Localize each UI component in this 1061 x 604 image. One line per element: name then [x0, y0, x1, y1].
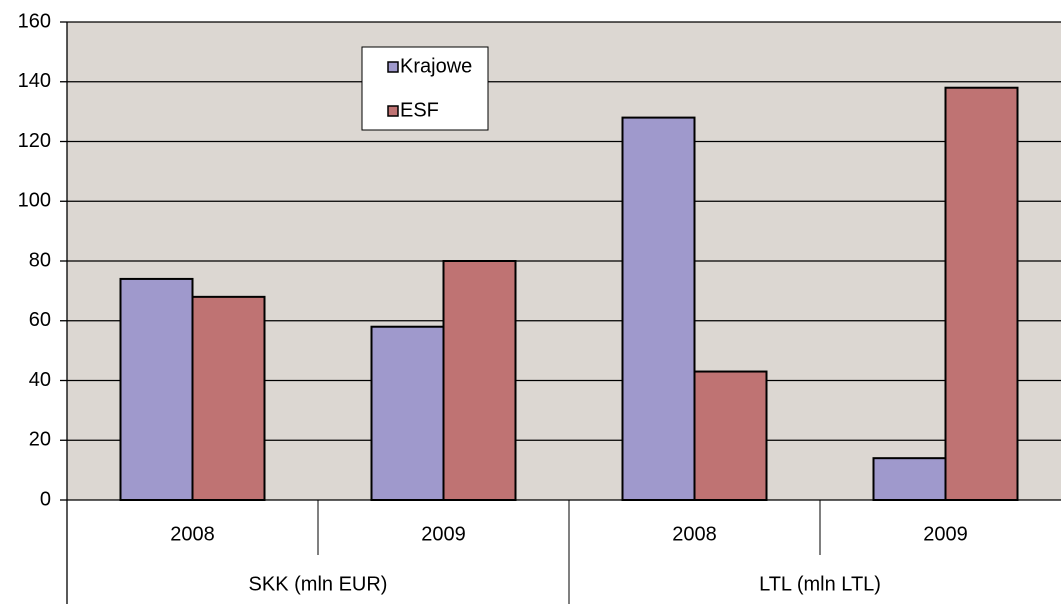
y-tick-label: 40 — [29, 369, 51, 391]
legend-label: Krajowe — [400, 55, 472, 77]
group-label: SKK (mln EUR) — [249, 573, 388, 595]
y-tick-label: 120 — [18, 130, 51, 152]
x-tick-label: 2008 — [672, 523, 717, 545]
x-tick-label: 2009 — [923, 523, 968, 545]
bar — [693, 370, 768, 501]
group-label: LTL (mln LTL) — [759, 573, 881, 595]
bar — [370, 325, 445, 501]
y-tick-label: 60 — [29, 309, 51, 331]
y-tick-label: 100 — [18, 190, 51, 212]
y-tick-label: 0 — [40, 488, 51, 510]
y-tick-label: 160 — [18, 10, 51, 32]
y-tick-label: 140 — [18, 70, 51, 92]
legend-label: ESF — [400, 99, 439, 121]
bar — [191, 295, 266, 501]
x-tick-label: 2008 — [170, 523, 215, 545]
bar — [944, 86, 1019, 501]
legend-swatch — [387, 105, 399, 117]
bar — [119, 277, 194, 501]
y-tick-label: 80 — [29, 249, 51, 271]
x-tick-label: 2009 — [421, 523, 466, 545]
bar — [442, 260, 517, 501]
y-tick-label: 20 — [29, 429, 51, 451]
bar — [621, 116, 696, 501]
legend-box — [361, 46, 489, 131]
bar — [872, 457, 947, 501]
legend-swatch — [387, 61, 399, 73]
